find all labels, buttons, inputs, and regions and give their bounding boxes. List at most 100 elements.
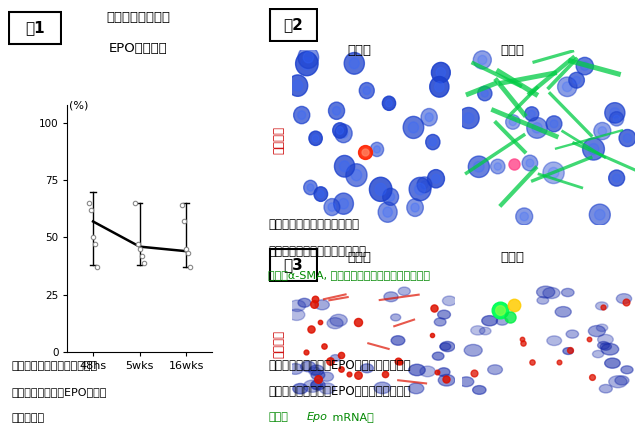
Text: 標識細胞: 標識細胞 <box>272 330 286 358</box>
Circle shape <box>407 199 423 216</box>
Circle shape <box>594 209 605 220</box>
Text: 回復腎: 回復腎 <box>500 251 525 264</box>
Circle shape <box>478 55 487 65</box>
Circle shape <box>609 170 625 186</box>
Circle shape <box>319 383 335 394</box>
Circle shape <box>312 135 319 142</box>
Circle shape <box>436 67 446 78</box>
Circle shape <box>415 183 426 195</box>
Circle shape <box>598 127 607 135</box>
Text: 標識細胞は障害腎でEPO産生能を失うが、: 標識細胞は障害腎でEPO産生能を失うが、 <box>268 359 411 372</box>
Circle shape <box>298 298 311 307</box>
Circle shape <box>562 82 572 92</box>
Circle shape <box>525 107 539 121</box>
Circle shape <box>621 366 633 374</box>
Circle shape <box>589 204 611 225</box>
Circle shape <box>327 318 343 329</box>
Circle shape <box>334 193 354 214</box>
Circle shape <box>509 118 516 126</box>
Circle shape <box>506 115 520 129</box>
Text: 障害から回復するとEPO産生能を回復する: 障害から回復するとEPO産生能を回復する <box>268 385 411 399</box>
Circle shape <box>344 52 365 74</box>
Circle shape <box>398 287 410 295</box>
Circle shape <box>615 376 629 385</box>
Circle shape <box>558 77 577 97</box>
Circle shape <box>307 184 314 191</box>
Circle shape <box>537 297 549 304</box>
Circle shape <box>605 358 620 368</box>
Circle shape <box>409 177 431 201</box>
Circle shape <box>349 58 360 69</box>
Circle shape <box>384 292 398 302</box>
Circle shape <box>311 370 325 380</box>
Circle shape <box>421 108 437 126</box>
Circle shape <box>442 296 456 305</box>
Circle shape <box>473 51 491 69</box>
Circle shape <box>333 123 347 138</box>
Circle shape <box>369 177 392 201</box>
Text: を維持する: を維持する <box>12 413 45 423</box>
Circle shape <box>374 382 391 394</box>
Circle shape <box>426 135 440 150</box>
Circle shape <box>494 163 501 170</box>
Circle shape <box>335 124 352 143</box>
Circle shape <box>360 83 374 99</box>
Circle shape <box>438 310 451 319</box>
Circle shape <box>459 377 474 387</box>
Circle shape <box>589 326 605 336</box>
Circle shape <box>488 365 503 375</box>
Circle shape <box>383 96 395 111</box>
Circle shape <box>526 159 534 167</box>
Text: 図3: 図3 <box>283 257 303 273</box>
Circle shape <box>435 82 444 92</box>
Circle shape <box>429 76 449 97</box>
Circle shape <box>480 327 491 335</box>
Circle shape <box>295 52 318 76</box>
Text: 標識細胞は障害腎で増殖し、: 標識細胞は障害腎で増殖し、 <box>268 218 360 232</box>
Circle shape <box>431 174 440 183</box>
Circle shape <box>537 286 555 298</box>
Circle shape <box>546 116 562 132</box>
Circle shape <box>438 375 455 386</box>
Circle shape <box>543 288 560 298</box>
Circle shape <box>311 380 325 390</box>
Circle shape <box>303 52 313 63</box>
Circle shape <box>593 350 603 358</box>
Circle shape <box>374 146 380 153</box>
Circle shape <box>428 170 444 188</box>
Circle shape <box>375 183 386 195</box>
Circle shape <box>609 111 623 126</box>
Circle shape <box>482 316 498 326</box>
Circle shape <box>440 343 451 350</box>
Circle shape <box>298 111 306 119</box>
FancyBboxPatch shape <box>270 9 317 41</box>
Circle shape <box>580 62 589 70</box>
Circle shape <box>438 368 450 376</box>
Circle shape <box>417 177 432 193</box>
Circle shape <box>304 380 321 392</box>
Circle shape <box>288 309 305 320</box>
Circle shape <box>550 120 558 128</box>
Circle shape <box>566 330 578 338</box>
Circle shape <box>623 134 632 142</box>
Circle shape <box>569 72 584 88</box>
Circle shape <box>338 198 349 209</box>
Circle shape <box>473 385 486 394</box>
Circle shape <box>309 367 321 375</box>
Circle shape <box>329 102 345 119</box>
Circle shape <box>490 159 505 174</box>
Circle shape <box>582 138 604 160</box>
Circle shape <box>293 80 303 91</box>
Circle shape <box>383 207 392 217</box>
Text: 標識細胞に占める: 標識細胞に占める <box>106 11 170 24</box>
Circle shape <box>478 87 492 101</box>
Circle shape <box>309 131 322 146</box>
Circle shape <box>293 107 309 124</box>
Circle shape <box>516 208 533 225</box>
Text: 障害腎: 障害腎 <box>500 44 525 57</box>
Circle shape <box>619 129 636 146</box>
Circle shape <box>403 116 424 139</box>
Text: EPO産生割合: EPO産生割合 <box>108 42 168 55</box>
Circle shape <box>309 365 324 375</box>
Circle shape <box>440 341 455 352</box>
